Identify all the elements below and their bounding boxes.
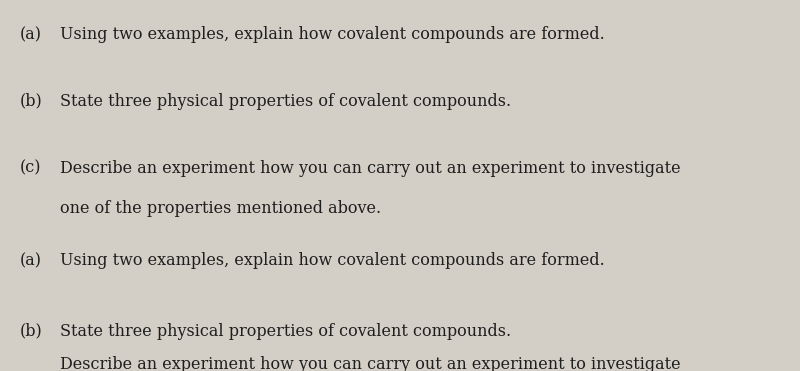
Text: (a): (a): [20, 252, 42, 269]
Text: one of the properties mentioned above.: one of the properties mentioned above.: [60, 200, 381, 217]
Text: Describe an experiment how you can carry out an experiment to investigate: Describe an experiment how you can carry…: [60, 160, 681, 177]
Text: State three physical properties of covalent compounds.: State three physical properties of coval…: [60, 93, 511, 110]
Text: (b): (b): [20, 93, 42, 110]
Text: Using two examples, explain how covalent compounds are formed.: Using two examples, explain how covalent…: [60, 252, 605, 269]
Text: (b): (b): [20, 323, 42, 340]
Text: (c): (c): [20, 160, 42, 177]
Text: State three physical properties of covalent compounds.: State three physical properties of coval…: [60, 323, 511, 340]
Text: (a): (a): [20, 26, 42, 43]
Text: Using two examples, explain how covalent compounds are formed.: Using two examples, explain how covalent…: [60, 26, 605, 43]
Text: Describe an experiment how you can carry out an experiment to investigate: Describe an experiment how you can carry…: [60, 356, 681, 371]
